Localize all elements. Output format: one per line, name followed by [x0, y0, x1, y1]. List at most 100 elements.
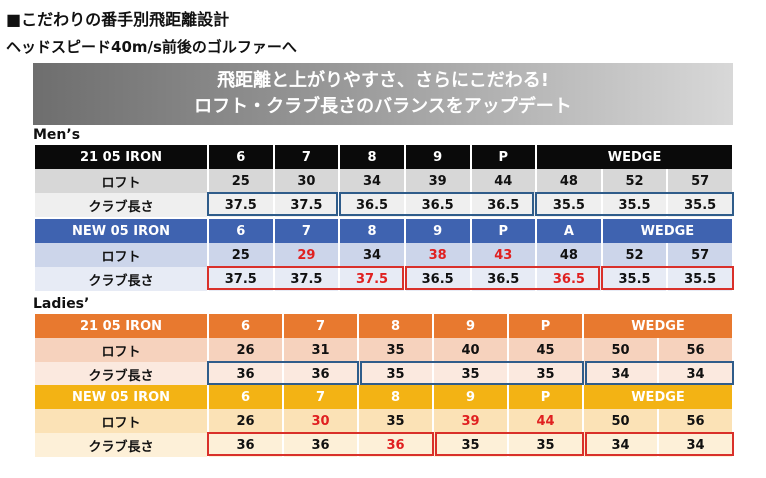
club-header: 6: [209, 314, 282, 338]
length-value: 35.5: [668, 193, 732, 217]
club-header: 7: [274, 145, 339, 169]
row-label: ロフト: [35, 243, 207, 267]
length-value: 36.5: [405, 267, 470, 291]
loft-value: 56: [659, 409, 732, 433]
length-value: 37.5: [274, 193, 339, 217]
length-value: 36: [209, 433, 282, 457]
loft-value: 31: [284, 338, 357, 362]
length-value: 35: [509, 362, 582, 386]
club-header: P: [509, 385, 582, 409]
loft-value: 56: [659, 338, 732, 362]
length-value: 36: [284, 433, 357, 457]
length-value: 36: [209, 362, 282, 386]
loft-value: 43: [471, 243, 536, 267]
length-value: 36.5: [471, 267, 536, 291]
length-value: 37.5: [209, 193, 273, 217]
row-label: クラブ長さ: [35, 267, 207, 291]
length-value: 34: [659, 433, 732, 457]
model-name: 21 05 IRON: [35, 314, 207, 338]
table-header-row: 21 05 IRON 6 7 8 9 P WEDGE: [35, 145, 732, 169]
length-row: クラブ長さ 36 36 35 35 35 34 34: [35, 362, 732, 386]
length-value: 35.5: [602, 193, 667, 217]
loft-value: 29: [274, 243, 339, 267]
length-value: 37.5: [340, 267, 404, 291]
model-name: NEW 05 IRON: [35, 385, 207, 409]
loft-value: 30: [284, 409, 357, 433]
loft-row: ロフト 26 31 35 40 45 50 56: [35, 338, 732, 362]
loft-row: ロフト 25 29 34 38 43 48 52 57: [35, 243, 732, 267]
length-row: クラブ長さ 37.5 37.5 37.5 36.5 36.5 36.5 35.5…: [35, 267, 732, 291]
length-value: 36.5: [340, 193, 404, 217]
length-value: 35.5: [668, 267, 732, 291]
loft-value: 38: [405, 243, 470, 267]
loft-value: 52: [602, 169, 667, 193]
club-header: 9: [434, 385, 507, 409]
loft-value: 45: [509, 338, 582, 362]
length-value: 35.5: [602, 267, 667, 291]
club-header: 8: [359, 385, 432, 409]
length-value: 36.5: [405, 193, 470, 217]
club-header: P: [471, 145, 536, 169]
club-header: 8: [359, 314, 432, 338]
row-label: クラブ長さ: [35, 362, 207, 386]
ladies-new-spec-table: NEW 05 IRON 6 7 8 9 P WEDGE ロフト 26 30 35…: [33, 385, 734, 457]
club-header: 6: [209, 145, 273, 169]
loft-value: 44: [471, 169, 536, 193]
row-label: クラブ長さ: [35, 433, 207, 457]
length-value: 35: [359, 362, 432, 386]
club-header: P: [471, 219, 536, 243]
length-value: 37.5: [274, 267, 339, 291]
loft-value: 26: [209, 409, 282, 433]
club-header: A: [537, 219, 601, 243]
length-value: 35: [434, 433, 507, 457]
model-name: NEW 05 IRON: [35, 219, 207, 243]
mens-new-spec-table: NEW 05 IRON 6 7 8 9 P A WEDGE ロフト 25 29 …: [33, 219, 734, 291]
club-header: 7: [284, 314, 357, 338]
length-value: 34: [659, 362, 732, 386]
club-header: 6: [209, 219, 273, 243]
club-header: WEDGE: [584, 385, 732, 409]
length-value: 37.5: [209, 267, 273, 291]
club-header: WEDGE: [602, 219, 732, 243]
club-header: 9: [405, 145, 470, 169]
loft-value: 25: [209, 243, 273, 267]
loft-value: 35: [359, 338, 432, 362]
length-value: 36.5: [471, 193, 536, 217]
loft-value: 57: [668, 169, 732, 193]
model-name: 21 05 IRON: [35, 145, 207, 169]
length-value: 35: [434, 362, 507, 386]
loft-value: 25: [209, 169, 273, 193]
table-header-row: 21 05 IRON 6 7 8 9 P WEDGE: [35, 314, 732, 338]
ladies-section-label: Ladies’: [33, 296, 90, 312]
length-value: 35.5: [537, 193, 601, 217]
length-row: クラブ長さ 37.5 37.5 36.5 36.5 36.5 35.5 35.5…: [35, 193, 732, 217]
row-label: ロフト: [35, 169, 207, 193]
row-label: ロフト: [35, 409, 207, 433]
club-header: WEDGE: [537, 145, 732, 169]
loft-value: 48: [537, 243, 601, 267]
length-value: 35: [509, 433, 582, 457]
loft-value: 35: [359, 409, 432, 433]
club-header: 7: [274, 219, 339, 243]
loft-value: 48: [537, 169, 601, 193]
page-title: ■こだわりの番手別飛距離設計: [6, 10, 230, 29]
loft-value: 26: [209, 338, 282, 362]
length-value: 34: [584, 433, 657, 457]
loft-value: 50: [584, 338, 657, 362]
club-header: 9: [434, 314, 507, 338]
table-header-row: NEW 05 IRON 6 7 8 9 P A WEDGE: [35, 219, 732, 243]
loft-value: 44: [509, 409, 582, 433]
row-label: ロフト: [35, 338, 207, 362]
loft-value: 57: [668, 243, 732, 267]
mens-old-spec-table: 21 05 IRON 6 7 8 9 P WEDGE ロフト 25 30 34 …: [33, 145, 734, 217]
row-label: クラブ長さ: [35, 193, 207, 217]
loft-row: ロフト 26 30 35 39 44 50 56: [35, 409, 732, 433]
loft-value: 39: [405, 169, 470, 193]
table-header-row: NEW 05 IRON 6 7 8 9 P WEDGE: [35, 385, 732, 409]
club-header: 9: [405, 219, 470, 243]
loft-value: 34: [340, 243, 404, 267]
club-header: 6: [209, 385, 282, 409]
length-value: 36: [359, 433, 432, 457]
loft-value: 52: [602, 243, 667, 267]
length-row: クラブ長さ 36 36 36 35 35 34 34: [35, 433, 732, 457]
